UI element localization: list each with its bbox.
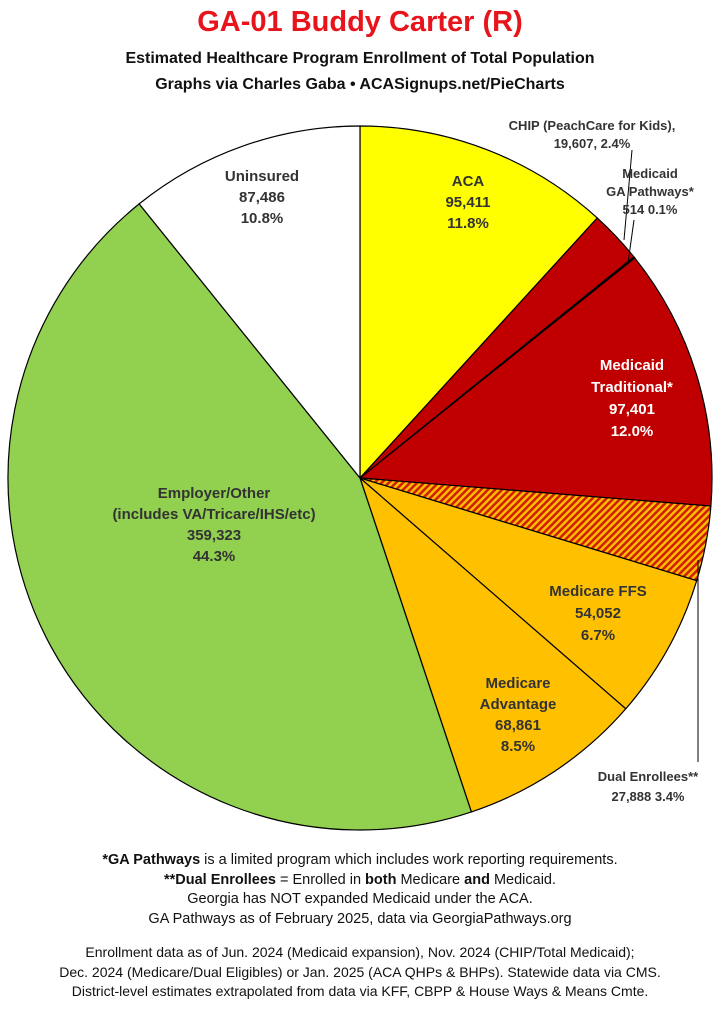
- data-label-medicaid-traditional: Medicaid Traditional* 97,401 12.0%: [591, 357, 673, 440]
- data-label-medicare-ffs: Medicare FFS 54,052 6.7%: [549, 583, 647, 644]
- note-expansion: Georgia has NOT expanded Medicaid under …: [187, 891, 533, 907]
- footnotes: *GA Pathways is a limited program which …: [0, 851, 720, 929]
- slice-medicare-advantage: [358, 476, 627, 813]
- data-label-medicare-advantage: Medicare Advantage 68,861 8.5%: [480, 675, 557, 755]
- data-label-aca: ACA 95,411 11.8%: [445, 173, 490, 232]
- data-label-dual-enrollees: Dual Enrollees** 27,888 3.4%: [598, 769, 699, 804]
- source-line-1: Enrollment data as of Jun. 2024 (Medicai…: [85, 944, 635, 960]
- leader-line-chip-peachcare-for-kids: [623, 149, 633, 241]
- source-line-3: District-level estimates extrapolated fr…: [71, 983, 649, 999]
- chart-subtitle: Estimated Healthcare Program Enrollment …: [125, 50, 595, 67]
- chart-title: GA-01 Buddy Carter (R): [197, 6, 523, 38]
- leader-line-medicaid-ga-pathways: [627, 219, 635, 264]
- slice-employer-other: [7, 203, 473, 831]
- data-label-uninsured: Uninsured 87,486 10.8%: [225, 168, 299, 227]
- note-pathways-date: GA Pathways as of February 2025, data vi…: [148, 910, 572, 927]
- chart-credit: Graphs via Charles Gaba • ACASignups.net…: [155, 76, 565, 93]
- source-line-2: Dec. 2024 (Medicare/Dual Eligibles) or J…: [59, 963, 661, 980]
- data-label-employer-other: Employer/Other (includes VA/Tricare/IHS/e…: [112, 485, 315, 565]
- slice-medicaid-traditional: [358, 257, 713, 507]
- slice-uninsured: [138, 125, 361, 480]
- note-ga-pathways: *GA Pathways is a limited program which …: [102, 852, 618, 868]
- data-sources: Enrollment data as of Jun. 2024 (Medicai…: [0, 943, 720, 1002]
- slice-aca: [359, 125, 599, 480]
- data-label-medicaid-ga-pathways: Medicaid GA Pathways* 514 0.1%: [606, 166, 695, 217]
- note-dual-enrollees: **Dual Enrollees = Enrolled in both Medi…: [163, 871, 557, 888]
- data-label-chip-peachcare-for-kids: CHIP (PeachCare for Kids), 19,607, 2.4%: [509, 118, 676, 151]
- slice-medicare-ffs: [359, 477, 698, 710]
- pie-chart: ACA 95,411 11.8% CHIP (PeachCare for Kids),…: [7, 118, 713, 831]
